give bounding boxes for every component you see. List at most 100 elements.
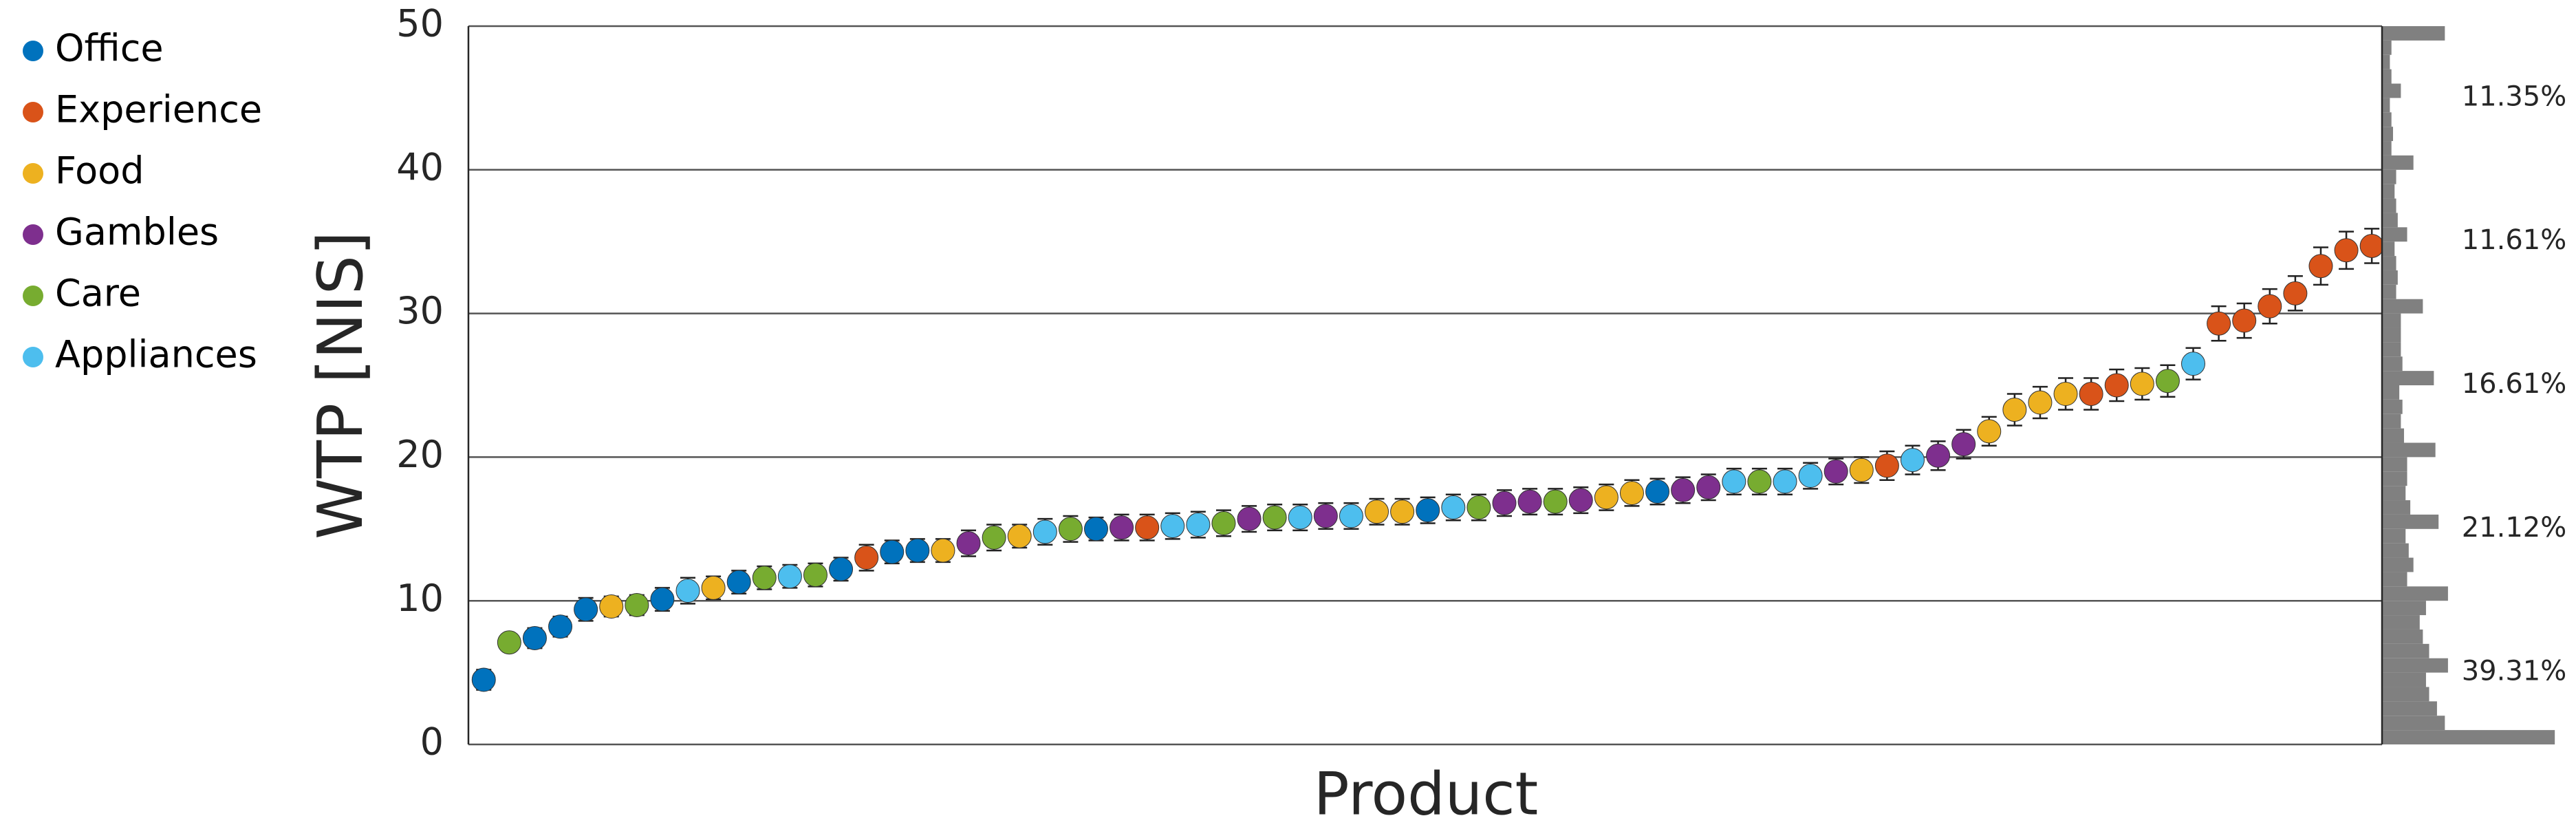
histogram-bar bbox=[2382, 342, 2401, 357]
mean-point bbox=[2334, 238, 2359, 263]
histogram-bar bbox=[2382, 629, 2423, 644]
histogram-bar bbox=[2382, 313, 2401, 328]
histogram-bar bbox=[2382, 83, 2401, 98]
histogram-bar bbox=[2382, 528, 2406, 544]
histogram-bar bbox=[2382, 270, 2398, 285]
mean-point bbox=[982, 525, 1006, 550]
mean-point bbox=[675, 579, 700, 603]
mean-point bbox=[854, 546, 879, 570]
histogram-bar bbox=[2382, 543, 2409, 558]
mean-point bbox=[2104, 373, 2129, 398]
mean-point bbox=[1747, 469, 1772, 494]
histogram-bar bbox=[2382, 643, 2429, 658]
mean-point bbox=[599, 594, 624, 619]
legend-label: Office bbox=[55, 27, 164, 70]
histogram-bar bbox=[2382, 155, 2414, 170]
band-label: 16.61% bbox=[2462, 368, 2567, 400]
histogram-bar bbox=[2382, 127, 2393, 142]
mean-point bbox=[1416, 498, 1440, 523]
mean-point bbox=[650, 587, 675, 612]
histogram-bar bbox=[2382, 486, 2406, 501]
histogram-bar bbox=[2382, 687, 2429, 702]
histogram-bar bbox=[2382, 40, 2392, 55]
mean-point bbox=[1900, 448, 1925, 473]
mean-point bbox=[1773, 469, 1797, 494]
histogram-bar bbox=[2382, 213, 2398, 228]
legend-label: Care bbox=[55, 272, 141, 315]
histogram-bar bbox=[2382, 256, 2396, 270]
mean-point bbox=[1977, 419, 2002, 444]
band-label: 11.61% bbox=[2462, 224, 2567, 256]
mean-point bbox=[1390, 500, 1415, 524]
legend-marker bbox=[23, 286, 43, 306]
mean-point bbox=[1160, 514, 1185, 539]
histogram-bar bbox=[2382, 399, 2403, 414]
mean-point bbox=[2130, 372, 2154, 396]
histogram-bar bbox=[2382, 371, 2434, 385]
mean-point bbox=[1696, 475, 1721, 500]
histogram-bar bbox=[2382, 385, 2400, 400]
mean-point bbox=[701, 575, 726, 600]
mean-point bbox=[2232, 308, 2257, 333]
band-label: 21.12% bbox=[2462, 512, 2567, 544]
histogram-bar bbox=[2382, 98, 2390, 113]
y-tick-label: 40 bbox=[396, 145, 444, 189]
y-tick-label: 50 bbox=[396, 2, 444, 45]
histogram-bar bbox=[2382, 701, 2437, 716]
histogram-bar bbox=[2382, 198, 2396, 213]
histogram-bar bbox=[2382, 442, 2436, 458]
band-label: 39.31% bbox=[2462, 656, 2567, 687]
histogram-bar bbox=[2382, 500, 2411, 515]
mean-point bbox=[931, 538, 955, 563]
mean-point bbox=[1594, 485, 1619, 510]
mean-point bbox=[1211, 511, 1236, 535]
histogram-bar bbox=[2382, 69, 2392, 84]
y-tick-label: 10 bbox=[396, 577, 444, 620]
histogram-bar bbox=[2382, 112, 2392, 127]
mean-point bbox=[1365, 500, 1389, 524]
histogram-bar bbox=[2382, 54, 2390, 69]
y-tick-label: 20 bbox=[396, 433, 444, 476]
histogram-bar bbox=[2382, 414, 2401, 429]
histogram-bar bbox=[2382, 327, 2401, 343]
mean-point bbox=[1619, 481, 1644, 506]
mean-point bbox=[803, 563, 827, 588]
mean-point bbox=[1926, 443, 1951, 468]
y-axis-title: WTP [NIS] bbox=[305, 231, 377, 539]
mean-point bbox=[1798, 464, 1823, 488]
mean-point bbox=[726, 570, 751, 594]
mean-point bbox=[1262, 505, 1287, 530]
histogram-bar bbox=[2382, 572, 2407, 587]
mean-point bbox=[1441, 495, 1466, 519]
mean-point bbox=[625, 592, 649, 617]
mean-point bbox=[1339, 504, 1363, 528]
mean-point bbox=[1645, 480, 1670, 504]
legend-marker bbox=[23, 41, 43, 61]
mean-point bbox=[1823, 459, 1848, 484]
legend-label: Gambles bbox=[55, 211, 219, 254]
mean-point bbox=[1007, 524, 1032, 548]
histogram-bar bbox=[2382, 241, 2395, 257]
mean-point bbox=[1466, 495, 1491, 519]
mean-point bbox=[2002, 397, 2027, 422]
mean-point bbox=[1032, 519, 1057, 544]
histogram-bar bbox=[2382, 586, 2448, 601]
histogram-bar bbox=[2382, 730, 2555, 744]
mean-point bbox=[1313, 504, 1338, 528]
histogram-bar bbox=[2382, 457, 2407, 472]
mean-point bbox=[1110, 515, 1134, 540]
band-label: 11.35% bbox=[2462, 80, 2567, 112]
histogram-bar bbox=[2382, 141, 2392, 155]
mean-point bbox=[829, 557, 854, 581]
histogram-bar bbox=[2382, 227, 2407, 242]
histogram-bar bbox=[2382, 557, 2414, 572]
mean-point bbox=[2181, 352, 2206, 376]
histogram-bar bbox=[2382, 356, 2403, 372]
histogram-bar bbox=[2382, 184, 2395, 199]
mean-point bbox=[1849, 458, 1874, 482]
mean-point bbox=[2053, 382, 2078, 407]
mean-point bbox=[777, 564, 802, 589]
mean-point bbox=[497, 630, 521, 655]
mean-point bbox=[1671, 477, 1696, 502]
